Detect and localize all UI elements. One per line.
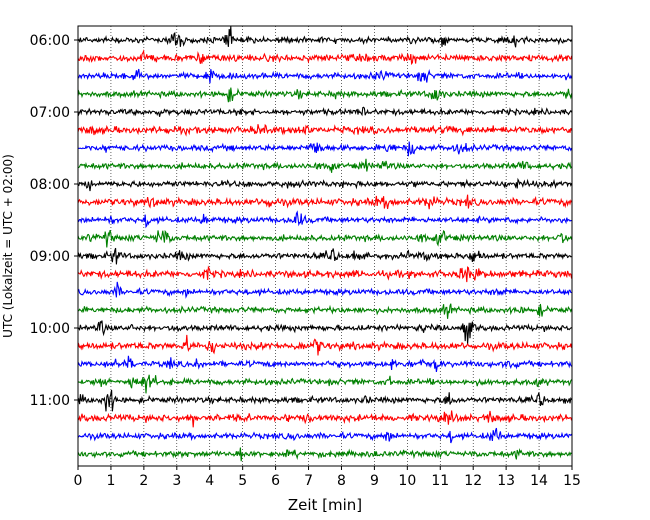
seismogram-trace (77, 427, 573, 444)
seismogram-trace (77, 247, 572, 265)
x-tick-label: 12 (464, 473, 482, 489)
x-tick-label: 1 (106, 473, 115, 489)
x-tick-label: 6 (271, 473, 280, 489)
seismogram-trace (77, 68, 573, 84)
seismogram-trace (77, 141, 573, 157)
seismogram-trace (77, 158, 573, 173)
x-tick-label: 2 (139, 473, 148, 489)
seismogram-trace (77, 265, 573, 283)
x-tick-label: 0 (74, 473, 83, 489)
y-tick-label: 07:00 (30, 105, 70, 121)
x-tick-label: 11 (431, 473, 449, 489)
seismogram-trace (77, 210, 572, 229)
x-tick-label: 8 (337, 473, 346, 489)
seismogram-trace (77, 374, 573, 394)
seismogram-trace (77, 281, 572, 299)
x-tick-label: 5 (238, 473, 247, 489)
x-tick-label: 14 (530, 473, 548, 489)
y-axis-ticks: 06:00 07:00 08:00 09:00 10:00 11:00 (30, 33, 78, 409)
seismogram-trace (77, 410, 573, 428)
seismogram-trace (77, 303, 573, 319)
seismogram-trace (77, 177, 573, 192)
seismogram-trace (77, 123, 573, 137)
seismogram-trace (77, 106, 573, 117)
seismogram-trace (77, 355, 573, 372)
seismogram-trace (77, 389, 573, 412)
x-tick-label: 9 (370, 473, 379, 489)
x-tick-label: 4 (205, 473, 214, 489)
seismogram-trace (77, 26, 573, 48)
seismogram-trace (77, 87, 573, 103)
x-tick-label: 15 (563, 473, 581, 489)
x-tick-label: 3 (172, 473, 181, 489)
seismogram-trace (77, 334, 573, 356)
seismogram-trace (77, 447, 572, 462)
x-axis-label: Zeit [min] (288, 496, 362, 514)
y-tick-label: 08:00 (30, 177, 70, 193)
y-tick-label: 09:00 (30, 249, 70, 265)
x-tick-label: 13 (497, 473, 515, 489)
x-axis-ticks: 0 1 2 3 4 5 6 7 8 9 10 11 12 13 14 15 (74, 466, 581, 489)
seismogram-trace (77, 229, 573, 248)
y-axis-label: UTC (Lokalzeit = UTC + 02:00) (1, 154, 15, 338)
y-tick-label: 11:00 (30, 393, 70, 409)
seismogram-traces (77, 26, 573, 462)
y-tick-label: 10:00 (30, 321, 70, 337)
seismogram-trace (77, 320, 572, 345)
plot-frame (77, 25, 573, 467)
seismogram-trace (77, 194, 573, 210)
seismogram-trace (77, 49, 573, 66)
x-tick-label: 10 (398, 473, 416, 489)
y-tick-label: 06:00 (30, 33, 70, 49)
x-tick-label: 7 (304, 473, 313, 489)
